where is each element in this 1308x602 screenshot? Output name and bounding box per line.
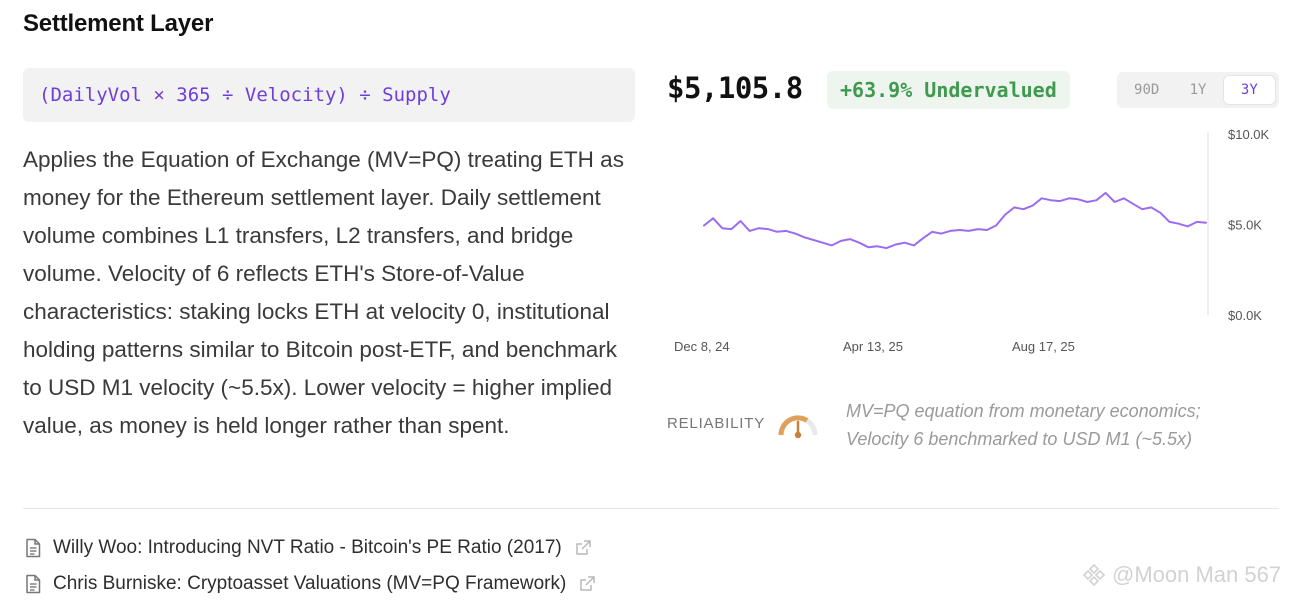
formula-box: (DailyVol × 365 ÷ Velocity) ÷ Supply: [23, 68, 635, 122]
x-tick-label: Apr 13, 25: [843, 339, 903, 354]
time-range-selector: 90D 1Y 3Y: [1117, 72, 1279, 108]
external-link-icon[interactable]: [574, 539, 592, 557]
reliability-note: MV=PQ equation from monetary economics; …: [846, 401, 1201, 449]
divider: [23, 508, 1279, 509]
reliability-gauge-icon: [778, 415, 818, 439]
sources-list: Willy Woo: Introducing NVT Ratio - Bitco…: [24, 530, 596, 602]
y-tick-label: $5.0K: [1228, 218, 1262, 233]
document-icon: [24, 574, 42, 594]
document-icon: [24, 538, 42, 558]
tab-1y[interactable]: 1Y: [1189, 82, 1207, 98]
reliability-label: RELIABILITY: [667, 415, 766, 432]
y-tick-label: $0.0K: [1228, 308, 1262, 323]
source-link[interactable]: Willy Woo: Introducing NVT Ratio - Bitco…: [53, 537, 562, 558]
formula-text: (DailyVol × 365 ÷ Velocity) ÷ Supply: [39, 84, 451, 106]
x-tick-label: Dec 8, 24: [674, 339, 730, 354]
y-tick-label: $10.0K: [1228, 127, 1270, 142]
price-chart: $10.0K $5.0K $0.0K Dec 8, 24 Apr 13, 25 Aug …: [674, 127, 1270, 354]
watermark: @Moon Man 567: [1082, 562, 1281, 588]
section-title: Settlement Layer: [23, 10, 214, 37]
source-item[interactable]: Chris Burniske: Cryptoasset Valuations (…: [24, 566, 596, 602]
tab-3y[interactable]: 3Y: [1223, 76, 1275, 104]
watermark-text: @Moon Man 567: [1112, 562, 1282, 587]
source-item[interactable]: Willy Woo: Introducing NVT Ratio - Bitco…: [24, 530, 596, 566]
binance-logo-icon: [1082, 563, 1106, 587]
external-link-icon[interactable]: [578, 575, 596, 593]
x-tick-label: Aug 17, 25: [1012, 339, 1075, 354]
source-link[interactable]: Chris Burniske: Cryptoasset Valuations (…: [53, 573, 567, 594]
implied-price: $5,105.8: [667, 71, 803, 105]
series-line: [703, 191, 1207, 250]
valuation-badge: +63.9% Undervalued: [827, 71, 1070, 109]
model-description: Applies the Equation of Exchange (MV=PQ)…: [23, 147, 624, 438]
tab-90d[interactable]: 90D: [1134, 82, 1160, 98]
